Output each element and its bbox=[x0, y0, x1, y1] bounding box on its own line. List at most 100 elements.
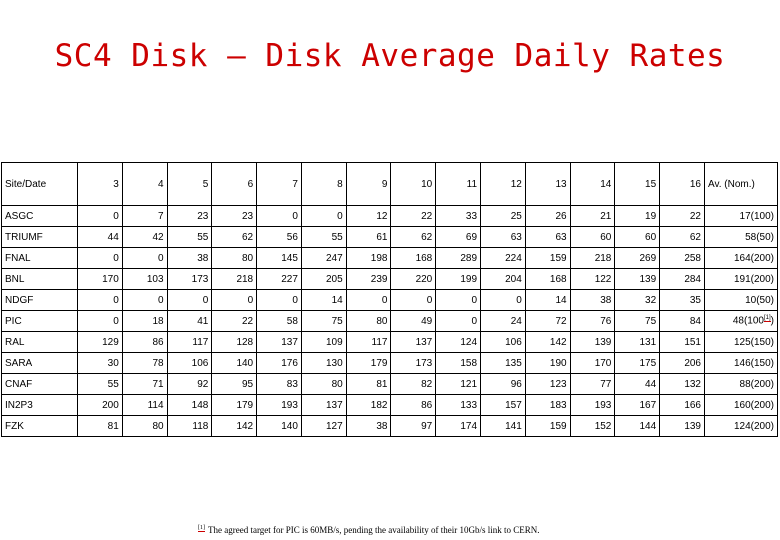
rate-cell: 176 bbox=[256, 352, 302, 374]
nominal-value: (100 bbox=[743, 315, 764, 327]
rate-cell: 61 bbox=[345, 226, 392, 248]
rate-cell: 38 bbox=[166, 247, 213, 269]
rate-cell: 152 bbox=[569, 415, 616, 437]
rate-cell: 81 bbox=[77, 415, 123, 437]
rate-cell: 129 bbox=[77, 331, 123, 353]
rate-cell: 121 bbox=[435, 373, 482, 395]
average-value: 17 bbox=[739, 210, 751, 222]
rate-cell: 0 bbox=[345, 289, 392, 311]
rate-cell: 139 bbox=[659, 415, 705, 437]
rate-cell: 7 bbox=[121, 205, 168, 227]
rate-cell: 69 bbox=[435, 226, 482, 248]
header-date: 8 bbox=[300, 162, 347, 206]
rate-cell: 118 bbox=[166, 415, 213, 437]
rate-cell: 173 bbox=[390, 352, 437, 374]
rate-cell: 71 bbox=[121, 373, 168, 395]
rate-cell: 137 bbox=[256, 331, 302, 353]
rate-cell: 114 bbox=[121, 394, 168, 416]
rate-cell: 76 bbox=[569, 310, 616, 332]
average-nominal-cell: 164(200) bbox=[704, 247, 778, 269]
rate-cell: 139 bbox=[614, 268, 661, 290]
average-value: 191 bbox=[733, 273, 751, 285]
average-nominal-cell: 17(100) bbox=[704, 205, 778, 227]
rate-cell: 25 bbox=[480, 205, 526, 227]
rate-cell: 19 bbox=[614, 205, 661, 227]
rate-cell: 128 bbox=[211, 331, 258, 353]
rate-cell: 109 bbox=[300, 331, 347, 353]
rate-cell: 78 bbox=[121, 352, 168, 374]
average-nominal-cell: 146(150) bbox=[704, 352, 778, 374]
rate-cell: 124 bbox=[435, 331, 482, 353]
rate-cell: 145 bbox=[256, 247, 302, 269]
rate-cell: 289 bbox=[435, 247, 482, 269]
rate-cell: 137 bbox=[300, 394, 347, 416]
rate-cell: 0 bbox=[211, 289, 258, 311]
rate-cell: 60 bbox=[614, 226, 661, 248]
header-date: 6 bbox=[211, 162, 258, 206]
rate-cell: 103 bbox=[121, 268, 168, 290]
header-date: 16 bbox=[659, 162, 705, 206]
table-row: BNL 170 103 173 218 227 205 239 220 199 204 168 122 1… bbox=[1, 268, 778, 290]
rate-cell: 24 bbox=[480, 310, 526, 332]
rate-cell: 12 bbox=[345, 205, 392, 227]
rate-cell: 97 bbox=[390, 415, 437, 437]
rate-cell: 0 bbox=[435, 289, 482, 311]
rate-cell: 159 bbox=[524, 247, 571, 269]
nominal-value: (200) bbox=[750, 399, 774, 411]
site-name-cell: SARA bbox=[1, 352, 78, 374]
average-nominal-cell: 124(200) bbox=[704, 415, 778, 437]
rate-cell: 183 bbox=[524, 394, 571, 416]
site-name-cell: IN2P3 bbox=[1, 394, 78, 416]
rate-cell: 141 bbox=[480, 415, 526, 437]
rate-cell: 42 bbox=[121, 226, 168, 248]
rate-cell: 224 bbox=[480, 247, 526, 269]
rate-cell: 140 bbox=[256, 415, 302, 437]
table-row: NDGF 0 0 0 0 0 14 0 0 0 0 14 38 32 35 10(50) bbox=[1, 289, 778, 311]
rate-cell: 132 bbox=[659, 373, 705, 395]
rate-cell: 151 bbox=[659, 331, 705, 353]
rate-cell: 21 bbox=[569, 205, 616, 227]
rate-cell: 58 bbox=[256, 310, 302, 332]
rate-cell: 44 bbox=[614, 373, 661, 395]
average-value: 88 bbox=[739, 378, 751, 390]
rate-cell: 0 bbox=[256, 289, 302, 311]
rate-cell: 63 bbox=[480, 226, 526, 248]
rate-cell: 86 bbox=[121, 331, 168, 353]
rate-cell: 23 bbox=[166, 205, 213, 227]
average-nominal-cell: 58(50) bbox=[704, 226, 778, 248]
nominal-value: (50) bbox=[756, 294, 774, 306]
average-nominal-cell: 10(50) bbox=[704, 289, 778, 311]
rate-cell: 81 bbox=[345, 373, 392, 395]
header-date: 13 bbox=[524, 162, 571, 206]
average-nominal-cell: 160(200) bbox=[704, 394, 778, 416]
header-date: 4 bbox=[121, 162, 168, 206]
rate-cell: 55 bbox=[300, 226, 347, 248]
header-date: 14 bbox=[569, 162, 616, 206]
table-row: RAL 129 86 117 128 137 109 117 137 124 106 142 139 13… bbox=[1, 331, 778, 353]
rate-cell: 142 bbox=[211, 415, 258, 437]
site-name-cell: NDGF bbox=[1, 289, 78, 311]
site-name-cell: FZK bbox=[1, 415, 78, 437]
rate-cell: 123 bbox=[524, 373, 571, 395]
header-date: 3 bbox=[77, 162, 123, 206]
rate-cell: 218 bbox=[569, 247, 616, 269]
average-nominal-cell: 125(150) bbox=[704, 331, 778, 353]
rate-cell: 148 bbox=[166, 394, 213, 416]
site-name-cell: PIC bbox=[1, 310, 78, 332]
table-body: ASGC 0 7 23 23 0 0 12 22 33 25 26 21 19 22 17(100) TRIUM… bbox=[1, 205, 778, 437]
rate-cell: 193 bbox=[256, 394, 302, 416]
rate-cell: 84 bbox=[659, 310, 705, 332]
rate-cell: 62 bbox=[659, 226, 705, 248]
rate-cell: 0 bbox=[77, 205, 123, 227]
rate-cell: 173 bbox=[166, 268, 213, 290]
rate-cell: 35 bbox=[659, 289, 705, 311]
header-date: 11 bbox=[435, 162, 482, 206]
rate-cell: 80 bbox=[300, 373, 347, 395]
rate-cell: 139 bbox=[569, 331, 616, 353]
average-nominal-cell: 191(200) bbox=[704, 268, 778, 290]
rate-cell: 92 bbox=[166, 373, 213, 395]
rate-cell: 204 bbox=[480, 268, 526, 290]
rate-cell: 199 bbox=[435, 268, 482, 290]
rate-cell: 193 bbox=[569, 394, 616, 416]
rate-cell: 168 bbox=[524, 268, 571, 290]
